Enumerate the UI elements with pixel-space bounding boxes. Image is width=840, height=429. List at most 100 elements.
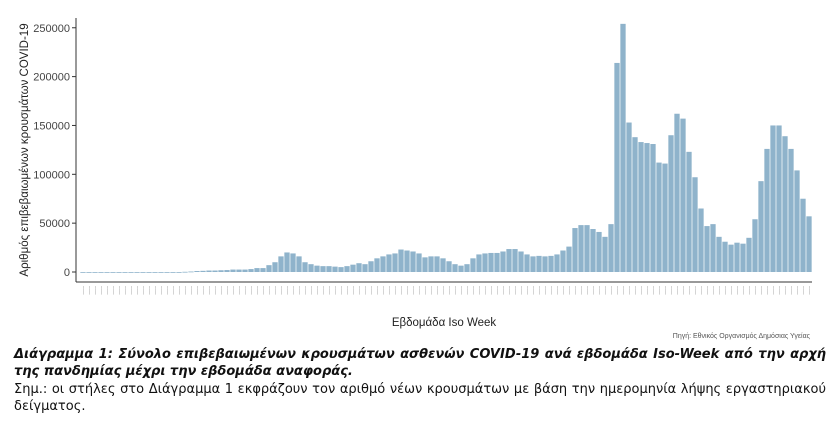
x-tick-label: ———— — [297, 285, 301, 294]
x-tick-label: ———— — [189, 285, 193, 294]
bar — [734, 242, 740, 272]
bar — [116, 272, 122, 273]
x-tick-label: ———— — [699, 285, 703, 294]
bar — [224, 270, 230, 272]
x-tick-label: ———— — [639, 285, 643, 294]
bar — [560, 250, 566, 272]
x-tick-label: ———— — [591, 285, 595, 294]
bar — [476, 254, 482, 272]
bar — [572, 228, 578, 272]
bar — [530, 256, 536, 272]
x-tick-label: ———— — [135, 285, 139, 294]
x-tick-label: ———— — [429, 285, 433, 294]
y-axis: 0 50000 100000 150000 200000 250000 — [33, 23, 76, 279]
x-tick-label: ———— — [753, 285, 757, 294]
x-tick-label: ———— — [459, 285, 463, 294]
x-tick-label: ———— — [519, 285, 523, 294]
bar — [260, 268, 266, 272]
bar — [800, 198, 806, 272]
bar — [722, 241, 728, 272]
bar — [326, 266, 332, 272]
bar — [728, 244, 734, 272]
bar — [152, 272, 158, 273]
x-tick-label: ———— — [363, 285, 367, 294]
x-tick-label: ———— — [597, 285, 601, 294]
x-tick-label: ———— — [711, 285, 715, 294]
x-tick-label: ———— — [483, 285, 487, 294]
x-tick-label: ———— — [609, 285, 613, 294]
bar — [356, 263, 362, 272]
x-tick-label: ———— — [285, 285, 289, 294]
x-tick-label: ———— — [327, 285, 331, 294]
x-tick-label: ———— — [177, 285, 181, 294]
x-tick-label: ———— — [471, 285, 475, 294]
x-tick-label: ———— — [687, 285, 691, 294]
bar — [314, 265, 320, 272]
x-tick-label: ———— — [387, 285, 391, 294]
bar — [518, 251, 524, 272]
x-tick-label: ———— — [105, 285, 109, 294]
x-tick-label: ———— — [513, 285, 517, 294]
bar — [188, 271, 194, 273]
x-tick-label: ———— — [729, 285, 733, 294]
x-tick-label: ———— — [807, 285, 811, 294]
bar — [134, 272, 140, 273]
bar — [368, 261, 374, 272]
x-axis: ———— ———— ———— ———— ———— ———— ———— ———— ———— ————… — [81, 285, 811, 294]
bar — [590, 229, 596, 272]
bar — [674, 113, 680, 273]
bar — [362, 264, 368, 272]
bar — [308, 264, 314, 272]
bar — [554, 254, 560, 272]
bar — [206, 270, 212, 272]
x-tick-label: ———— — [357, 285, 361, 294]
bar — [536, 255, 542, 272]
x-tick-label: ———— — [633, 285, 637, 294]
x-tick-label: ———— — [219, 285, 223, 294]
bar — [788, 148, 794, 272]
bar — [386, 254, 392, 272]
x-tick-label: ———— — [147, 285, 151, 294]
x-tick-label: ———— — [783, 285, 787, 294]
bar — [92, 272, 98, 273]
y-tick-label: 200000 — [33, 72, 70, 84]
bar — [464, 264, 470, 272]
bar — [140, 272, 146, 273]
bar — [578, 225, 584, 272]
bar — [212, 270, 218, 272]
bar — [806, 216, 812, 272]
x-tick-label: ———— — [213, 285, 217, 294]
x-tick-label: ———— — [273, 285, 277, 294]
x-tick-label: ———— — [579, 285, 583, 294]
bar — [350, 264, 356, 272]
x-tick-label: ———— — [777, 285, 781, 294]
x-tick-label: ———— — [267, 285, 271, 294]
bar — [596, 231, 602, 272]
bar — [176, 272, 182, 273]
x-tick-label: ———— — [279, 285, 283, 294]
bar — [242, 269, 248, 272]
bar — [110, 272, 116, 273]
x-tick-label: ———— — [303, 285, 307, 294]
bar — [614, 62, 620, 272]
bar — [470, 258, 476, 272]
bar — [446, 261, 452, 272]
bar — [338, 267, 344, 272]
x-tick-label: ———— — [453, 285, 457, 294]
x-tick-label: ———— — [675, 285, 679, 294]
x-tick-label: ———— — [435, 285, 439, 294]
bar — [512, 249, 518, 272]
bar — [296, 256, 302, 272]
bar — [746, 237, 752, 272]
bar — [656, 162, 662, 272]
bar — [692, 177, 698, 272]
x-tick-label: ———— — [315, 285, 319, 294]
x-tick-label: ———— — [93, 285, 97, 294]
bar — [128, 272, 134, 273]
x-tick-label: ———— — [747, 285, 751, 294]
x-tick-label: ———— — [543, 285, 547, 294]
bar — [392, 253, 398, 272]
bar-chart: Αριθμός επιβεβαιωμένων κρουσμάτων COVID-… — [19, 18, 812, 340]
x-tick-label: ———— — [87, 285, 91, 294]
bar — [650, 144, 656, 272]
